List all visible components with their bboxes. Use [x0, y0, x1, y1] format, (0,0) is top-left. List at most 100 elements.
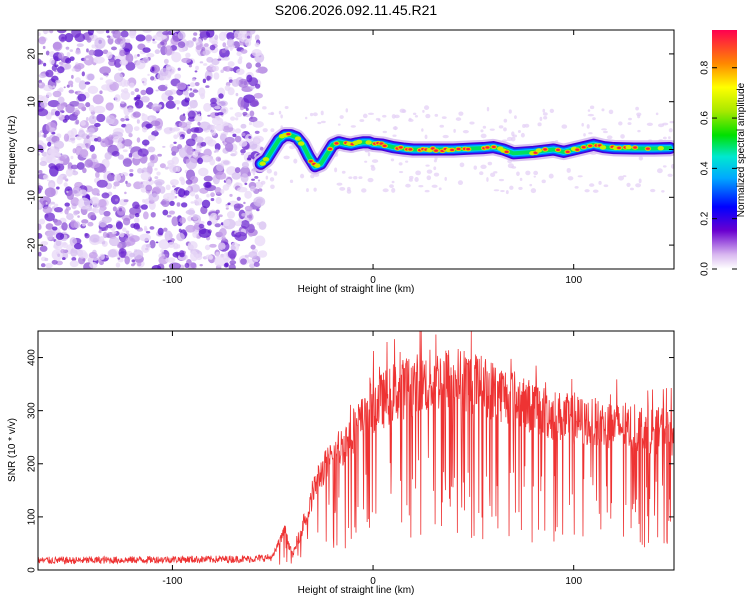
faint-blob	[598, 180, 602, 185]
noise-blob	[142, 30, 152, 34]
noise-blob	[240, 258, 247, 265]
faint-blob	[517, 129, 521, 133]
noise-blob	[256, 198, 264, 204]
noise-blob	[233, 33, 239, 38]
noise-blob	[192, 150, 198, 158]
noise-blob	[82, 167, 87, 174]
noise-blob	[197, 121, 201, 126]
noise-blob	[120, 30, 129, 38]
trace-warm	[365, 140, 372, 145]
noise-blob	[190, 127, 200, 133]
noise-blob	[220, 69, 224, 74]
noise-blob	[164, 253, 169, 257]
colorbar-tick-label: 0.8	[700, 60, 711, 74]
faint-blob	[505, 190, 509, 195]
noise-blob	[235, 92, 239, 97]
noise-blob	[225, 178, 232, 187]
noise-blob	[214, 148, 219, 153]
noise-blob	[112, 30, 122, 39]
faint-blob	[431, 184, 438, 188]
noise-blob	[246, 35, 251, 39]
noise-blob	[248, 213, 254, 221]
faint-blob	[458, 111, 464, 116]
noise-blob	[203, 43, 209, 48]
faint-blob	[479, 171, 484, 176]
noise-blob	[77, 93, 87, 102]
noise-blob	[134, 213, 140, 218]
noise-blob	[208, 255, 214, 260]
noise-blob	[180, 178, 186, 186]
noise-blob	[111, 230, 117, 235]
noise-blob	[105, 102, 114, 111]
noise-blob	[215, 115, 220, 120]
noise-blob	[155, 89, 159, 92]
noise-blob	[98, 220, 107, 228]
noise-blob	[118, 247, 127, 258]
noise-blob	[117, 257, 121, 260]
noise-blob	[84, 81, 91, 85]
noise-blob	[38, 232, 43, 239]
noise-blob	[179, 217, 186, 224]
faint-blob	[270, 128, 275, 133]
noise-blob	[234, 111, 243, 118]
faint-blob	[382, 114, 387, 118]
faint-blob	[588, 132, 593, 135]
noise-blob	[204, 244, 211, 251]
faint-blob	[520, 132, 525, 138]
faint-blob	[493, 171, 498, 174]
noise-blob	[227, 87, 235, 96]
faint-blob	[457, 180, 464, 186]
noise-blob	[44, 187, 56, 198]
noise-blob	[251, 49, 262, 57]
noise-blob	[54, 207, 63, 213]
noise-blob	[205, 85, 210, 88]
noise-blob	[120, 91, 131, 101]
trace-warm	[599, 145, 607, 150]
noise-blob	[69, 100, 80, 107]
noise-blob	[173, 141, 177, 145]
faint-blob	[668, 128, 673, 133]
faint-blob	[670, 164, 674, 169]
noise-blob	[228, 76, 233, 81]
noise-blob	[136, 94, 141, 100]
noise-blob	[155, 241, 159, 244]
faint-blob	[392, 134, 397, 137]
noise-blob	[119, 232, 125, 238]
noise-blob	[234, 183, 237, 187]
noise-blob	[77, 197, 91, 210]
noise-blob	[170, 145, 180, 154]
faint-blob	[334, 167, 338, 173]
noise-blob	[129, 82, 135, 89]
faint-blob	[408, 118, 414, 122]
noise-blob	[206, 193, 210, 198]
faint-blob	[293, 158, 298, 164]
faint-blob	[506, 136, 513, 142]
spectrogram-ytick-label: -20	[27, 237, 38, 252]
trace-warm	[298, 141, 305, 146]
noise-blob	[66, 213, 74, 221]
noise-blob	[48, 163, 56, 169]
noise-blob	[61, 222, 68, 231]
snr-ticks: -100 0 100 0 100 200 300 400	[27, 331, 674, 587]
noise-blob	[171, 51, 182, 63]
trace-peak	[575, 148, 580, 151]
faint-blob	[537, 122, 542, 127]
noise-blob	[115, 221, 123, 230]
noise-blob	[198, 228, 212, 238]
faint-blob	[441, 116, 447, 119]
noise-blob	[215, 197, 222, 204]
noise-blob	[150, 120, 161, 127]
trace-warm	[535, 148, 542, 153]
noise-blob	[167, 196, 170, 200]
noise-blob	[38, 58, 42, 66]
noise-blob	[249, 110, 255, 117]
noise-blob	[187, 215, 193, 222]
noise-blob	[237, 58, 243, 65]
trace-peak	[588, 144, 592, 147]
noise-blob	[85, 142, 91, 149]
noise-blob	[152, 38, 155, 42]
noise-blob	[250, 244, 256, 250]
faint-blob	[345, 108, 349, 113]
noise-blob	[172, 185, 176, 188]
colorbar-tick-label: 0.2	[700, 211, 711, 225]
